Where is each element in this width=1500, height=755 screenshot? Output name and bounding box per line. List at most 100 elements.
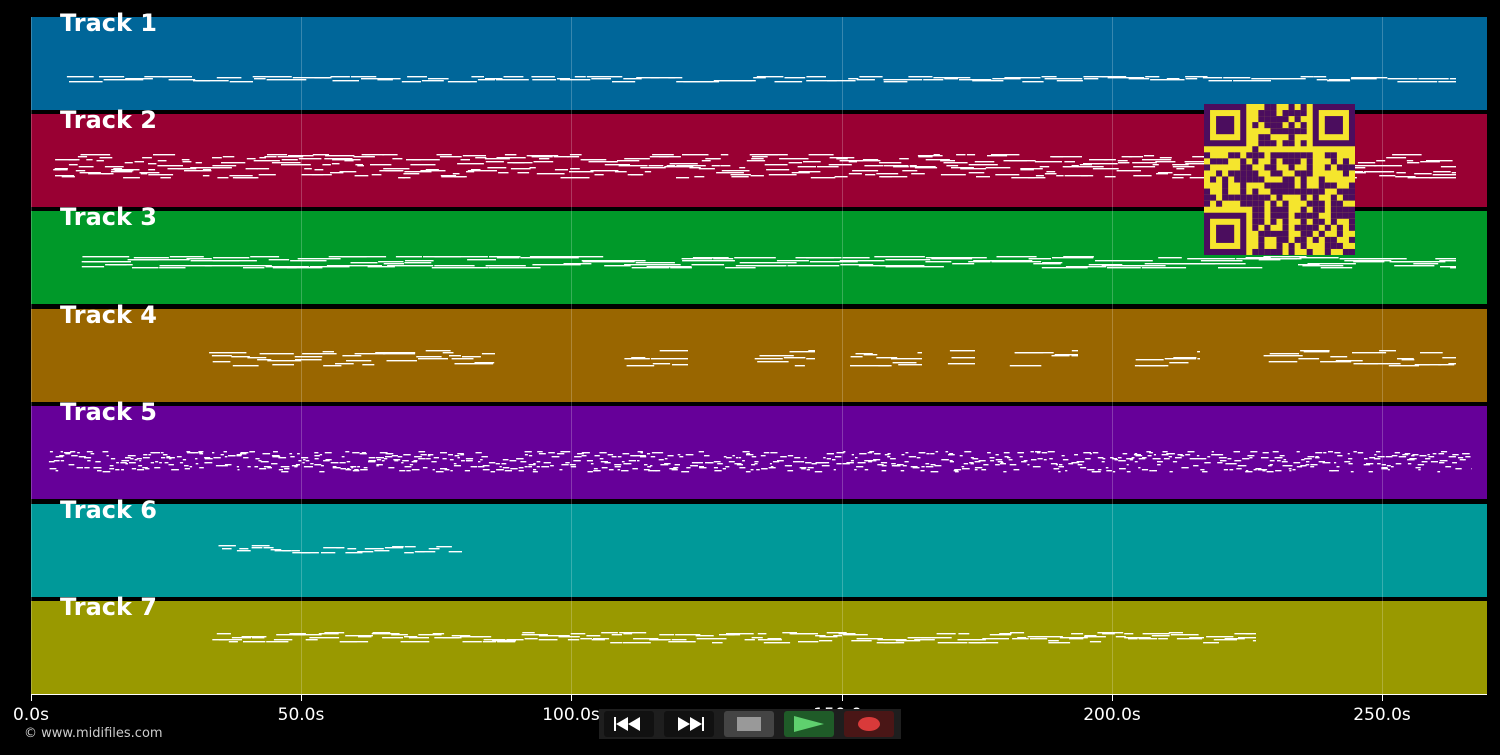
note-mark [786,465,792,467]
note-mark [232,365,259,367]
note-mark [1440,166,1456,168]
note-mark [1058,466,1064,468]
note-mark [1245,470,1249,472]
note-mark [345,451,350,453]
note-mark [76,467,83,469]
note-mark [989,634,1012,636]
note-mark [350,262,378,264]
fast-forward-button[interactable] [664,711,714,737]
note-mark [565,462,570,464]
note-mark [404,636,418,638]
note-mark [1017,637,1027,639]
note-mark [637,460,640,462]
note-mark [1245,471,1253,473]
track-lane-6[interactable]: Track 6 [31,496,1487,597]
note-mark [590,463,594,465]
note-mark [925,159,950,161]
note-mark [588,161,618,163]
note-mark [323,460,330,462]
note-mark [1056,80,1083,82]
note-mark [826,632,847,634]
note-mark [450,470,453,472]
stop-button[interactable] [724,711,774,737]
note-mark [952,263,975,265]
note-mark [567,639,580,641]
note-mark [614,171,627,173]
note-mark [1199,358,1200,360]
note-mark [222,548,232,550]
note-mark [489,256,521,258]
play-button[interactable] [784,711,834,737]
note-mark [758,639,782,641]
track-lane-7[interactable]: Track 7 [31,593,1487,694]
note-mark [782,632,797,634]
note-mark [1262,452,1269,454]
note-mark [862,159,879,161]
note-mark [898,364,922,366]
note-mark [667,455,674,457]
note-mark [996,256,1037,258]
note-mark [190,167,212,169]
note-mark [834,176,848,178]
note-mark [559,469,563,471]
note-mark [99,157,113,159]
note-mark [1315,452,1323,454]
note-mark [1223,77,1251,79]
note-mark [139,460,142,462]
note-mark [1281,78,1306,80]
note-mark [874,256,925,258]
note-mark [652,154,674,156]
note-mark [1374,454,1377,456]
note-mark [1249,457,1253,459]
note-mark [850,365,890,367]
note-mark [1283,459,1287,461]
note-mark [1201,458,1207,460]
note-mark [856,638,883,640]
rewind-button[interactable] [604,711,654,737]
note-mark [699,467,707,469]
note-mark [816,462,824,464]
note-mark [1172,164,1189,166]
note-mark [339,171,357,173]
note-mark [1379,175,1396,177]
note-mark [255,458,260,460]
note-mark [236,454,242,456]
record-button[interactable] [844,711,894,737]
note-mark [485,265,526,267]
note-mark [277,156,304,158]
note-mark [836,452,845,454]
note-mark [1152,164,1159,166]
track-lane-1[interactable]: Track 1 [31,9,1487,110]
track-lane-5[interactable]: Track 5 [31,398,1487,499]
note-mark [488,267,541,269]
track-label-5: Track 5 [60,398,158,426]
note-mark [1251,78,1282,80]
note-mark [436,154,452,156]
note-mark [794,365,805,367]
note-mark [410,164,436,166]
note-mark [1065,266,1106,268]
note-mark [434,265,475,267]
note-mark [914,167,938,169]
note-mark [970,642,999,644]
note-mark [754,463,758,465]
note-mark [319,454,323,456]
note-mark [1387,363,1401,365]
note-mark [1143,155,1155,157]
note-mark [264,156,277,158]
note-mark [848,78,859,80]
note-mark [1377,463,1381,465]
note-mark [855,457,858,459]
note-mark [541,466,550,468]
note-mark [496,79,529,81]
note-mark [763,452,770,454]
axis-label-100: 100.0s [542,705,600,725]
track-lane-4[interactable]: Track 4 [31,301,1487,402]
note-mark [1439,460,1448,462]
note-mark [876,173,899,175]
note-mark [1041,76,1057,78]
note-mark [271,162,301,164]
note-mark [1224,638,1245,640]
note-mark [787,470,794,472]
note-mark [723,456,727,458]
